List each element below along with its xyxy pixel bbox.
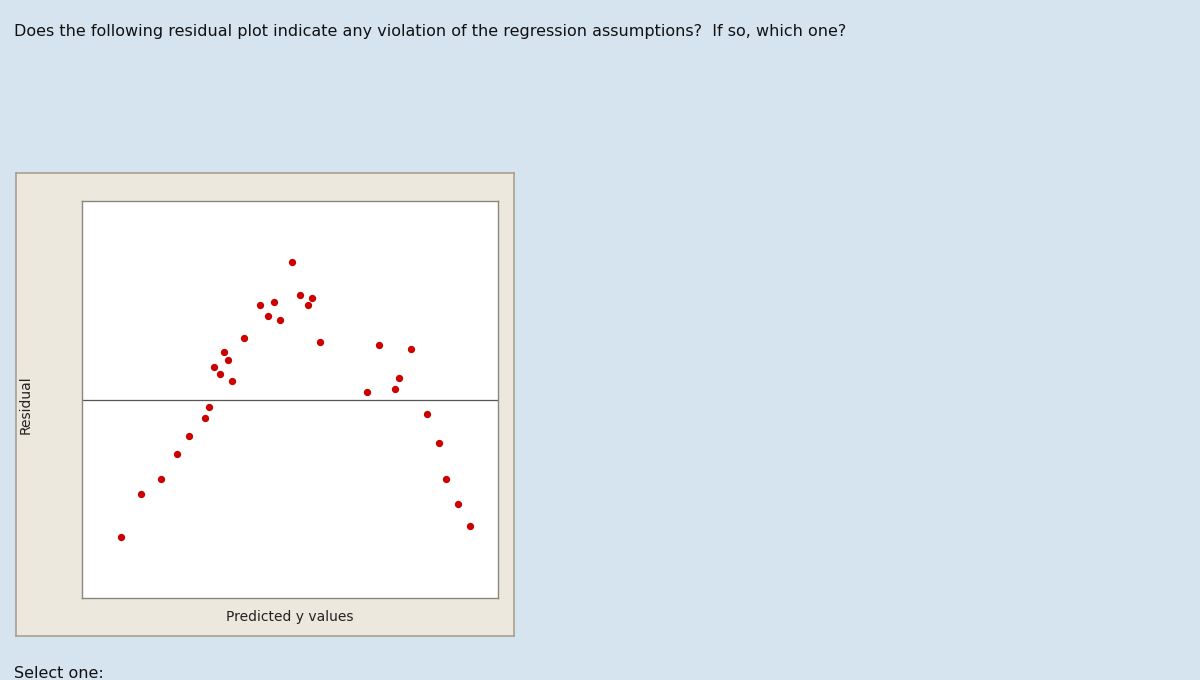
Point [215,347,234,358]
Point [251,300,270,311]
Point [389,373,408,384]
Point [264,296,283,307]
Point [302,293,322,304]
Point [310,336,329,347]
Point [179,430,198,441]
Point [449,499,468,510]
Text: Select one:: Select one: [14,666,104,680]
Point [437,473,456,484]
Point [199,401,218,412]
Point [282,256,301,267]
Point [428,437,448,448]
Text: Does the following residual plot indicate any violation of the regression assump: Does the following residual plot indicat… [14,24,847,39]
Point [418,409,437,420]
Text: Predicted y values: Predicted y values [226,609,354,624]
Point [370,340,389,351]
Point [401,343,420,354]
Point [218,354,238,365]
Point [234,333,253,343]
Point [385,384,404,394]
Point [211,369,230,379]
Point [167,448,186,459]
Point [223,376,242,387]
Point [461,521,480,532]
Text: Residual: Residual [18,375,32,434]
Point [358,387,377,398]
Point [270,314,289,326]
Point [205,362,224,373]
Point [132,488,151,499]
Point [258,311,277,322]
Point [290,289,310,300]
Point [112,532,131,543]
Point [151,473,170,484]
Point [298,300,317,311]
Point [194,412,214,423]
